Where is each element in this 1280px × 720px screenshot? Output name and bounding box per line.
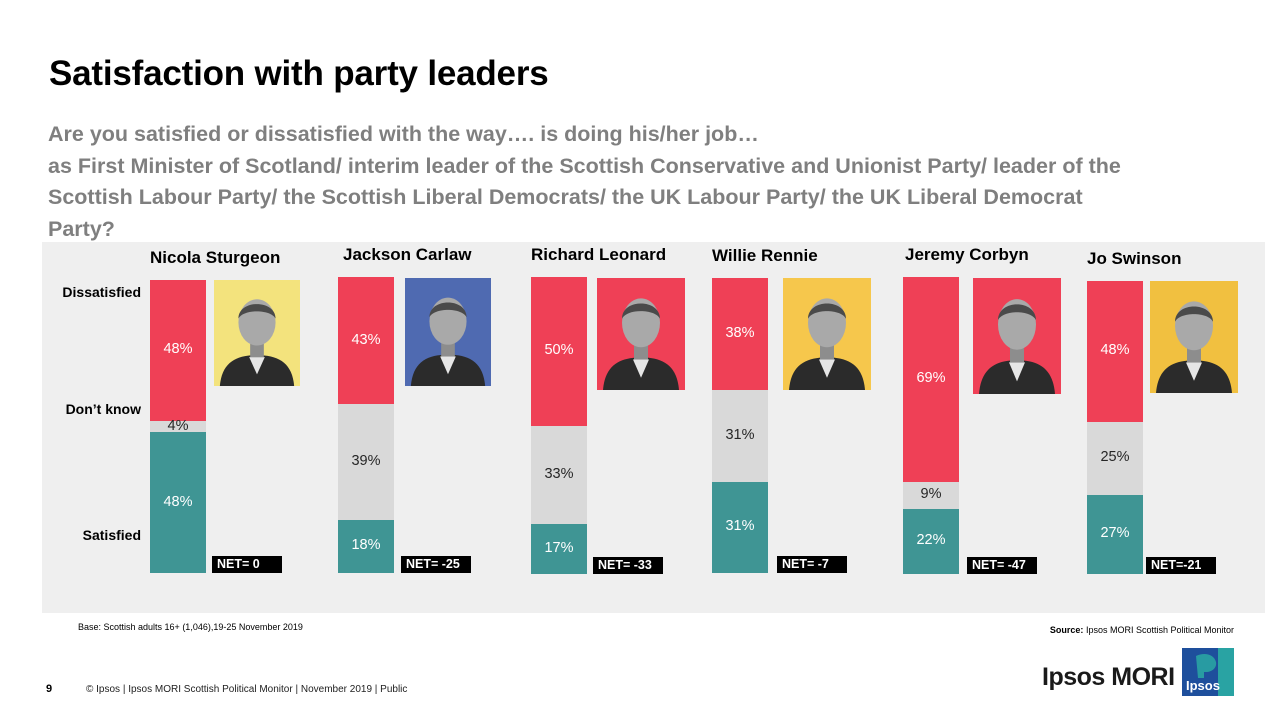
logo-text: Ipsos [1186, 678, 1220, 693]
question-line: Scottish Labour Party/ the Scottish Libe… [48, 185, 1083, 209]
portrait-icon [973, 278, 1061, 394]
bar-segment-dont-know [1087, 421, 1143, 495]
leader-name-willie-rennie: Willie Rennie [712, 246, 818, 265]
data-label-satisfied: 48% [163, 493, 193, 510]
survey-question: Are you satisfied or dissatisfied with t… [48, 119, 1263, 245]
portrait-icon [597, 278, 685, 390]
data-label-satisfied: 27% [1100, 525, 1130, 542]
bar-segment-satisfied [1087, 494, 1143, 574]
axis-label-satisfied: Satisfied [82, 527, 141, 543]
data-label-dont-know: 31% [725, 426, 755, 443]
data-label-dont-know: 33% [544, 465, 574, 482]
portrait-icon [405, 278, 491, 386]
ipsos-logo: Ipsos [1182, 648, 1234, 696]
bar-jackson-carlaw: 43% 39% 18% [338, 277, 394, 573]
portrait-jackson-carlaw [405, 278, 491, 386]
bar-jo-swinson: 48% 25% 27% [1087, 281, 1143, 574]
bar-willie-rennie: 38% 31% 31% [712, 278, 768, 573]
net-score-jeremy-corbyn: NET= -47 [967, 557, 1037, 574]
source-note: Source: Ipsos MORI Scottish Political Mo… [1050, 625, 1234, 635]
bar-segment-satisfied [531, 523, 587, 574]
portrait-icon [1150, 281, 1238, 393]
data-label-dont-know: 4% [167, 417, 189, 434]
portrait-jo-swinson [1150, 281, 1238, 393]
bar-segment-dissatisfied [903, 277, 959, 482]
bar-segment-satisfied [150, 432, 206, 573]
source-text: Ipsos MORI Scottish Political Monitor [1083, 625, 1234, 635]
portrait-icon [214, 280, 300, 386]
ipsos-logo-icon: Ipsos [1182, 648, 1234, 696]
question-line: as First Minister of Scotland/ interim l… [48, 153, 1121, 178]
leader-name-jo-swinson: Jo Swinson [1087, 249, 1182, 268]
portrait-nicola-sturgeon [214, 280, 300, 386]
bar-segment-dont-know [531, 425, 587, 524]
page-number: 9 [46, 683, 53, 695]
data-label-dont-know: 9% [920, 486, 942, 503]
data-label-dissatisfied: 69% [916, 370, 946, 387]
portrait-richard-leonard [597, 278, 685, 390]
data-label-dissatisfied: 38% [725, 325, 755, 342]
bar-segment-dissatisfied [531, 277, 587, 426]
net-score-willie-rennie: NET= -7 [777, 556, 847, 573]
portrait-icon [783, 278, 871, 390]
bar-segment-dissatisfied [338, 277, 394, 405]
question-line: Are you satisfied or dissatisfied with t… [48, 122, 759, 146]
data-label-dont-know: 25% [1100, 449, 1130, 466]
source-label: Source: [1049, 625, 1084, 635]
bar-segment-dont-know [712, 390, 768, 482]
bar-segment-satisfied [712, 481, 768, 573]
bar-segment-dissatisfied [712, 278, 768, 391]
leader-name-richard-leonard: Richard Leonard [531, 245, 667, 264]
bar-segment-dont-know [903, 481, 959, 509]
axis-label-dissatisfied: Dissatisfied [62, 284, 141, 300]
leader-name-jeremy-corbyn: Jeremy Corbyn [905, 245, 1029, 264]
portrait-jeremy-corbyn [973, 278, 1061, 394]
bar-nicola-sturgeon: 48% 4% 48% [150, 280, 206, 573]
portrait-willie-rennie [783, 278, 871, 390]
net-score-nicola-sturgeon: NET= 0 [212, 556, 282, 573]
bar-richard-leonard: 50% 33% 17% [531, 277, 587, 574]
bar-segment-dont-know [338, 404, 394, 520]
net-score-jackson-carlaw: NET= -25 [401, 556, 471, 573]
axis-label-dont-know: Don’t know [65, 401, 141, 417]
brand-wordmark: Ipsos MORI [1042, 663, 1175, 691]
net-score-jo-swinson: NET=-21 [1146, 557, 1216, 574]
data-label-satisfied: 18% [351, 537, 381, 554]
data-label-dissatisfied: 48% [163, 341, 193, 358]
page-title: Satisfaction with party leaders [49, 54, 549, 93]
footer-text: © Ipsos | Ipsos MORI Scottish Political … [86, 684, 408, 695]
data-label-satisfied: 31% [725, 518, 755, 535]
bar-segment-dont-know [150, 420, 206, 433]
bar-segment-dissatisfied [1087, 281, 1143, 422]
data-label-dont-know: 39% [351, 453, 381, 469]
leader-name-nicola-sturgeon: Nicola Sturgeon [150, 248, 281, 267]
bar-segment-dissatisfied [150, 280, 206, 421]
data-label-dissatisfied: 50% [544, 342, 574, 359]
bar-segment-satisfied [338, 519, 394, 573]
net-score-richard-leonard: NET= -33 [593, 557, 663, 574]
leader-name-jackson-carlaw: Jackson Carlaw [343, 245, 472, 264]
data-label-dissatisfied: 48% [1100, 342, 1130, 359]
data-label-satisfied: 17% [544, 539, 574, 556]
question-line: Party? [48, 216, 115, 241]
base-note: Base: Scottish adults 16+ (1,046),19-25 … [78, 622, 303, 632]
data-label-dissatisfied: 43% [351, 331, 381, 348]
bar-jeremy-corbyn: 69% 9% 22% [903, 277, 959, 574]
data-label-satisfied: 22% [916, 532, 946, 549]
bar-segment-satisfied [903, 508, 959, 574]
